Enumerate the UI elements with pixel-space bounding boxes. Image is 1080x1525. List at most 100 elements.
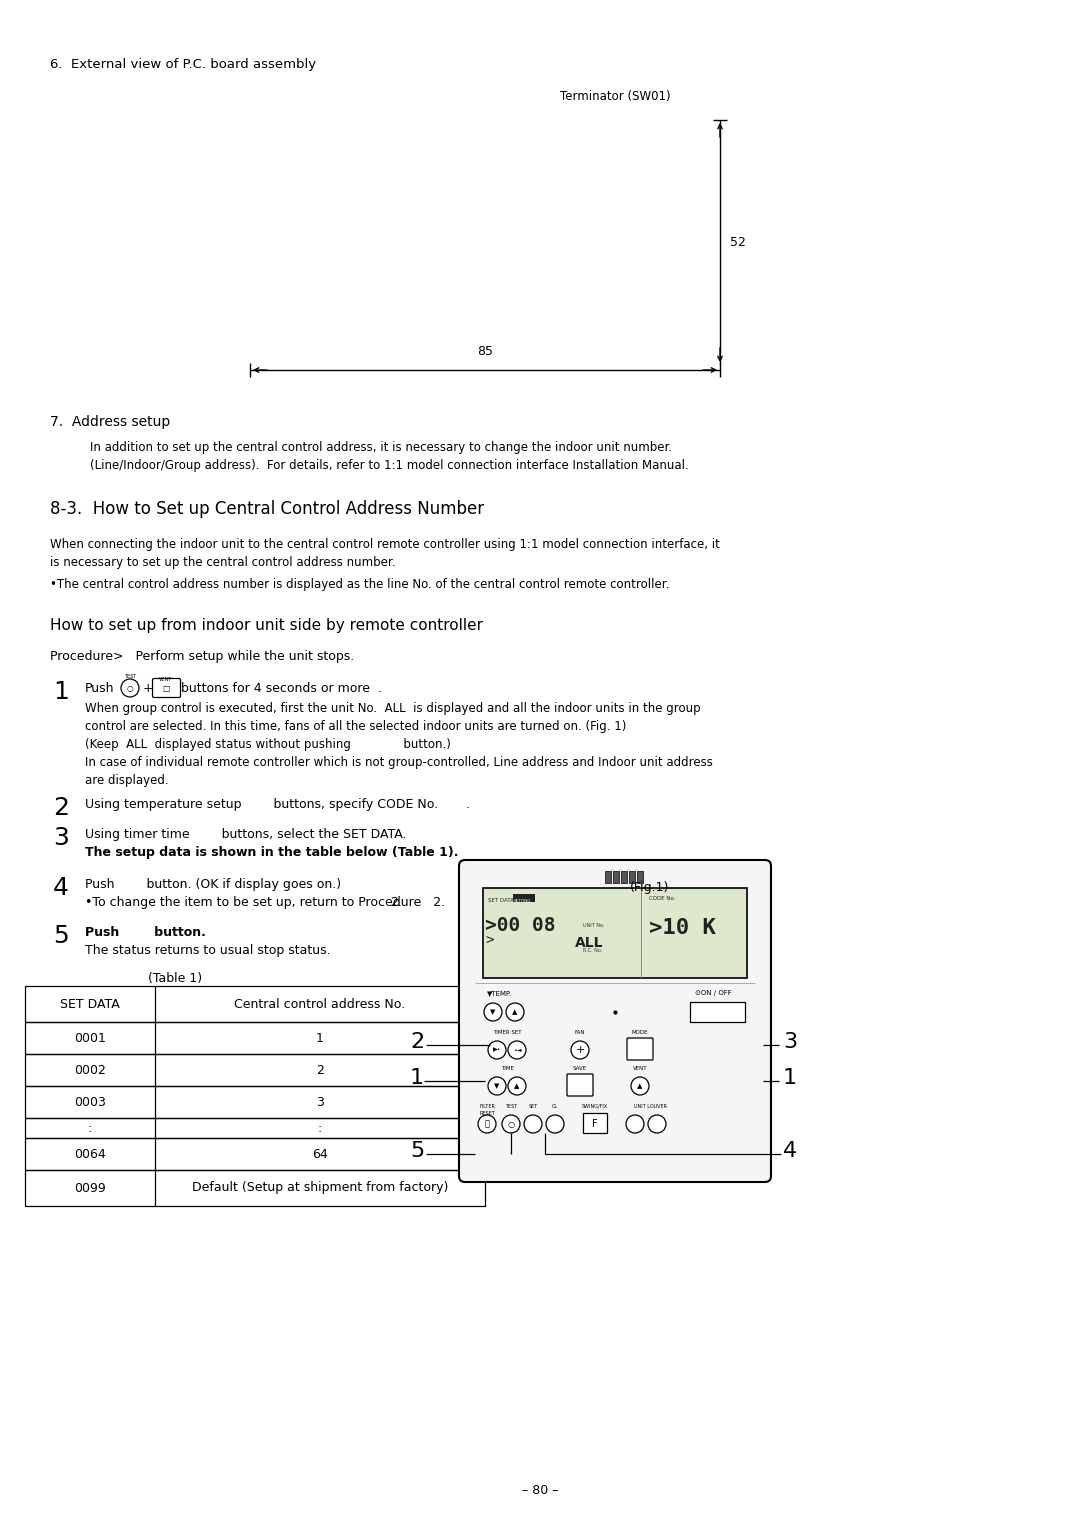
Text: are displayed.: are displayed. <box>85 775 168 787</box>
Text: •To change the item to be set up, return to Procedure   2.: •To change the item to be set up, return… <box>85 897 445 909</box>
Text: 8-3.  How to Set up Central Control Address Number: 8-3. How to Set up Central Control Addre… <box>50 500 484 519</box>
Text: VENT: VENT <box>633 1066 647 1071</box>
Text: 2: 2 <box>410 1032 424 1052</box>
Text: SET: SET <box>528 1104 538 1109</box>
Text: UNIT No.: UNIT No. <box>583 923 605 929</box>
Text: 2: 2 <box>316 1063 324 1077</box>
Text: – 80 –: – 80 – <box>522 1484 558 1498</box>
Text: (Keep  ALL  displayed status without pushing              button.): (Keep ALL displayed status without pushi… <box>85 738 450 750</box>
Bar <box>605 871 611 883</box>
Bar <box>25 1022 485 1054</box>
Text: ▼TEMP.: ▼TEMP. <box>487 990 512 996</box>
Text: Ⓟ: Ⓟ <box>485 1119 489 1128</box>
Text: CL: CL <box>552 1104 558 1109</box>
Text: 1: 1 <box>783 1068 797 1087</box>
Text: ▲: ▲ <box>637 1083 643 1089</box>
Text: (Fig.1): (Fig.1) <box>631 881 670 894</box>
Text: SWING/FIX: SWING/FIX <box>582 1104 608 1109</box>
Text: The status returns to usual stop status.: The status returns to usual stop status. <box>85 944 330 958</box>
Text: In addition to set up the central control address, it is necessary to change the: In addition to set up the central contro… <box>90 441 672 454</box>
Bar <box>629 871 635 883</box>
Text: >: > <box>485 933 494 947</box>
Bar <box>583 1113 607 1133</box>
Text: FAN: FAN <box>575 1029 585 1035</box>
Text: Procedure>   Perform setup while the unit stops.: Procedure> Perform setup while the unit … <box>50 650 354 663</box>
Text: buttons for 4 seconds or more  .: buttons for 4 seconds or more . <box>181 682 382 695</box>
Text: 0002: 0002 <box>75 1063 106 1077</box>
Text: 52: 52 <box>730 236 746 249</box>
Text: •◄: •◄ <box>513 1048 522 1052</box>
Bar <box>25 1086 485 1118</box>
Text: (Table 1): (Table 1) <box>148 971 202 985</box>
Text: UNIT LOUVER: UNIT LOUVER <box>634 1104 666 1109</box>
Text: 85: 85 <box>477 345 492 358</box>
Text: 4: 4 <box>53 875 69 900</box>
Text: SET DATA: SET DATA <box>488 898 514 903</box>
Bar <box>25 987 485 1022</box>
Text: 64: 64 <box>312 1147 328 1161</box>
Text: Push        button. (OK if display goes on.): Push button. (OK if display goes on.) <box>85 878 341 891</box>
Circle shape <box>508 1077 526 1095</box>
Text: TIMER SET: TIMER SET <box>492 1029 522 1035</box>
Text: SAVE: SAVE <box>572 1066 588 1071</box>
Text: 4: 4 <box>783 1141 797 1161</box>
Text: TIME: TIME <box>500 1066 513 1071</box>
Text: 1: 1 <box>410 1068 424 1087</box>
Text: Using timer time        buttons, select the SET DATA.: Using timer time buttons, select the SET… <box>85 828 406 840</box>
Bar <box>25 1170 485 1206</box>
Text: 0003: 0003 <box>75 1095 106 1109</box>
FancyBboxPatch shape <box>567 1074 593 1096</box>
Text: When connecting the indoor unit to the central control remote controller using 1: When connecting the indoor unit to the c… <box>50 538 720 551</box>
Bar <box>637 871 643 883</box>
Text: 3: 3 <box>783 1032 797 1052</box>
Text: •The central control address number is displayed as the line No. of the central : •The central control address number is d… <box>50 578 670 592</box>
Text: Default (Setup at shipment from factory): Default (Setup at shipment from factory) <box>192 1182 448 1194</box>
Bar <box>513 894 535 901</box>
Text: 2.: 2. <box>390 897 402 909</box>
Circle shape <box>488 1077 507 1095</box>
Text: :: : <box>87 1121 92 1135</box>
Text: Terminator (SW01): Terminator (SW01) <box>561 90 671 104</box>
Text: ⊙ON / OFF: ⊙ON / OFF <box>696 990 732 996</box>
Text: How to set up from indoor unit side by remote controller: How to set up from indoor unit side by r… <box>50 618 483 633</box>
Text: Central control address No.: Central control address No. <box>234 997 406 1011</box>
Circle shape <box>502 1115 519 1133</box>
Circle shape <box>488 1042 507 1058</box>
Circle shape <box>507 1003 524 1022</box>
Text: R.C. No.: R.C. No. <box>583 949 603 953</box>
Text: The setup data is shown in the table below (Table 1).: The setup data is shown in the table bel… <box>85 846 459 859</box>
Text: TEST: TEST <box>124 674 136 679</box>
Text: 3: 3 <box>53 827 69 849</box>
Text: 6.  External view of P.C. board assembly: 6. External view of P.C. board assembly <box>50 58 316 72</box>
Text: +: + <box>143 682 153 695</box>
FancyBboxPatch shape <box>459 860 771 1182</box>
Text: >10 K: >10 K <box>649 918 716 938</box>
Text: When group control is executed, first the unit No.  ALL  is displayed and all th: When group control is executed, first th… <box>85 702 701 715</box>
Bar <box>621 871 627 883</box>
Text: 1: 1 <box>53 680 69 705</box>
Text: CODE No.: CODE No. <box>649 897 676 901</box>
Text: F: F <box>592 1119 598 1128</box>
Circle shape <box>626 1115 644 1133</box>
Text: 1: 1 <box>316 1031 324 1045</box>
Text: 5: 5 <box>53 924 69 949</box>
Text: Push: Push <box>85 682 114 695</box>
Text: ▶•: ▶• <box>492 1048 501 1052</box>
Bar <box>25 1118 485 1138</box>
Text: 7.  Address setup: 7. Address setup <box>50 415 171 429</box>
Text: SETTING: SETTING <box>514 900 531 903</box>
Text: ○: ○ <box>508 1119 515 1128</box>
Text: is necessary to set up the central control address number.: is necessary to set up the central contr… <box>50 557 395 569</box>
Text: 0001: 0001 <box>75 1031 106 1045</box>
Circle shape <box>648 1115 666 1133</box>
Text: In case of individual remote controller which is not group-controlled, Line addr: In case of individual remote controller … <box>85 756 713 769</box>
Text: :: : <box>318 1121 322 1135</box>
Circle shape <box>508 1042 526 1058</box>
Text: +: + <box>576 1045 584 1055</box>
Text: Push        button.: Push button. <box>85 926 206 939</box>
Text: 0064: 0064 <box>75 1147 106 1161</box>
Text: 5: 5 <box>410 1141 424 1161</box>
Text: 2: 2 <box>53 796 69 820</box>
Circle shape <box>546 1115 564 1133</box>
Circle shape <box>478 1115 496 1133</box>
